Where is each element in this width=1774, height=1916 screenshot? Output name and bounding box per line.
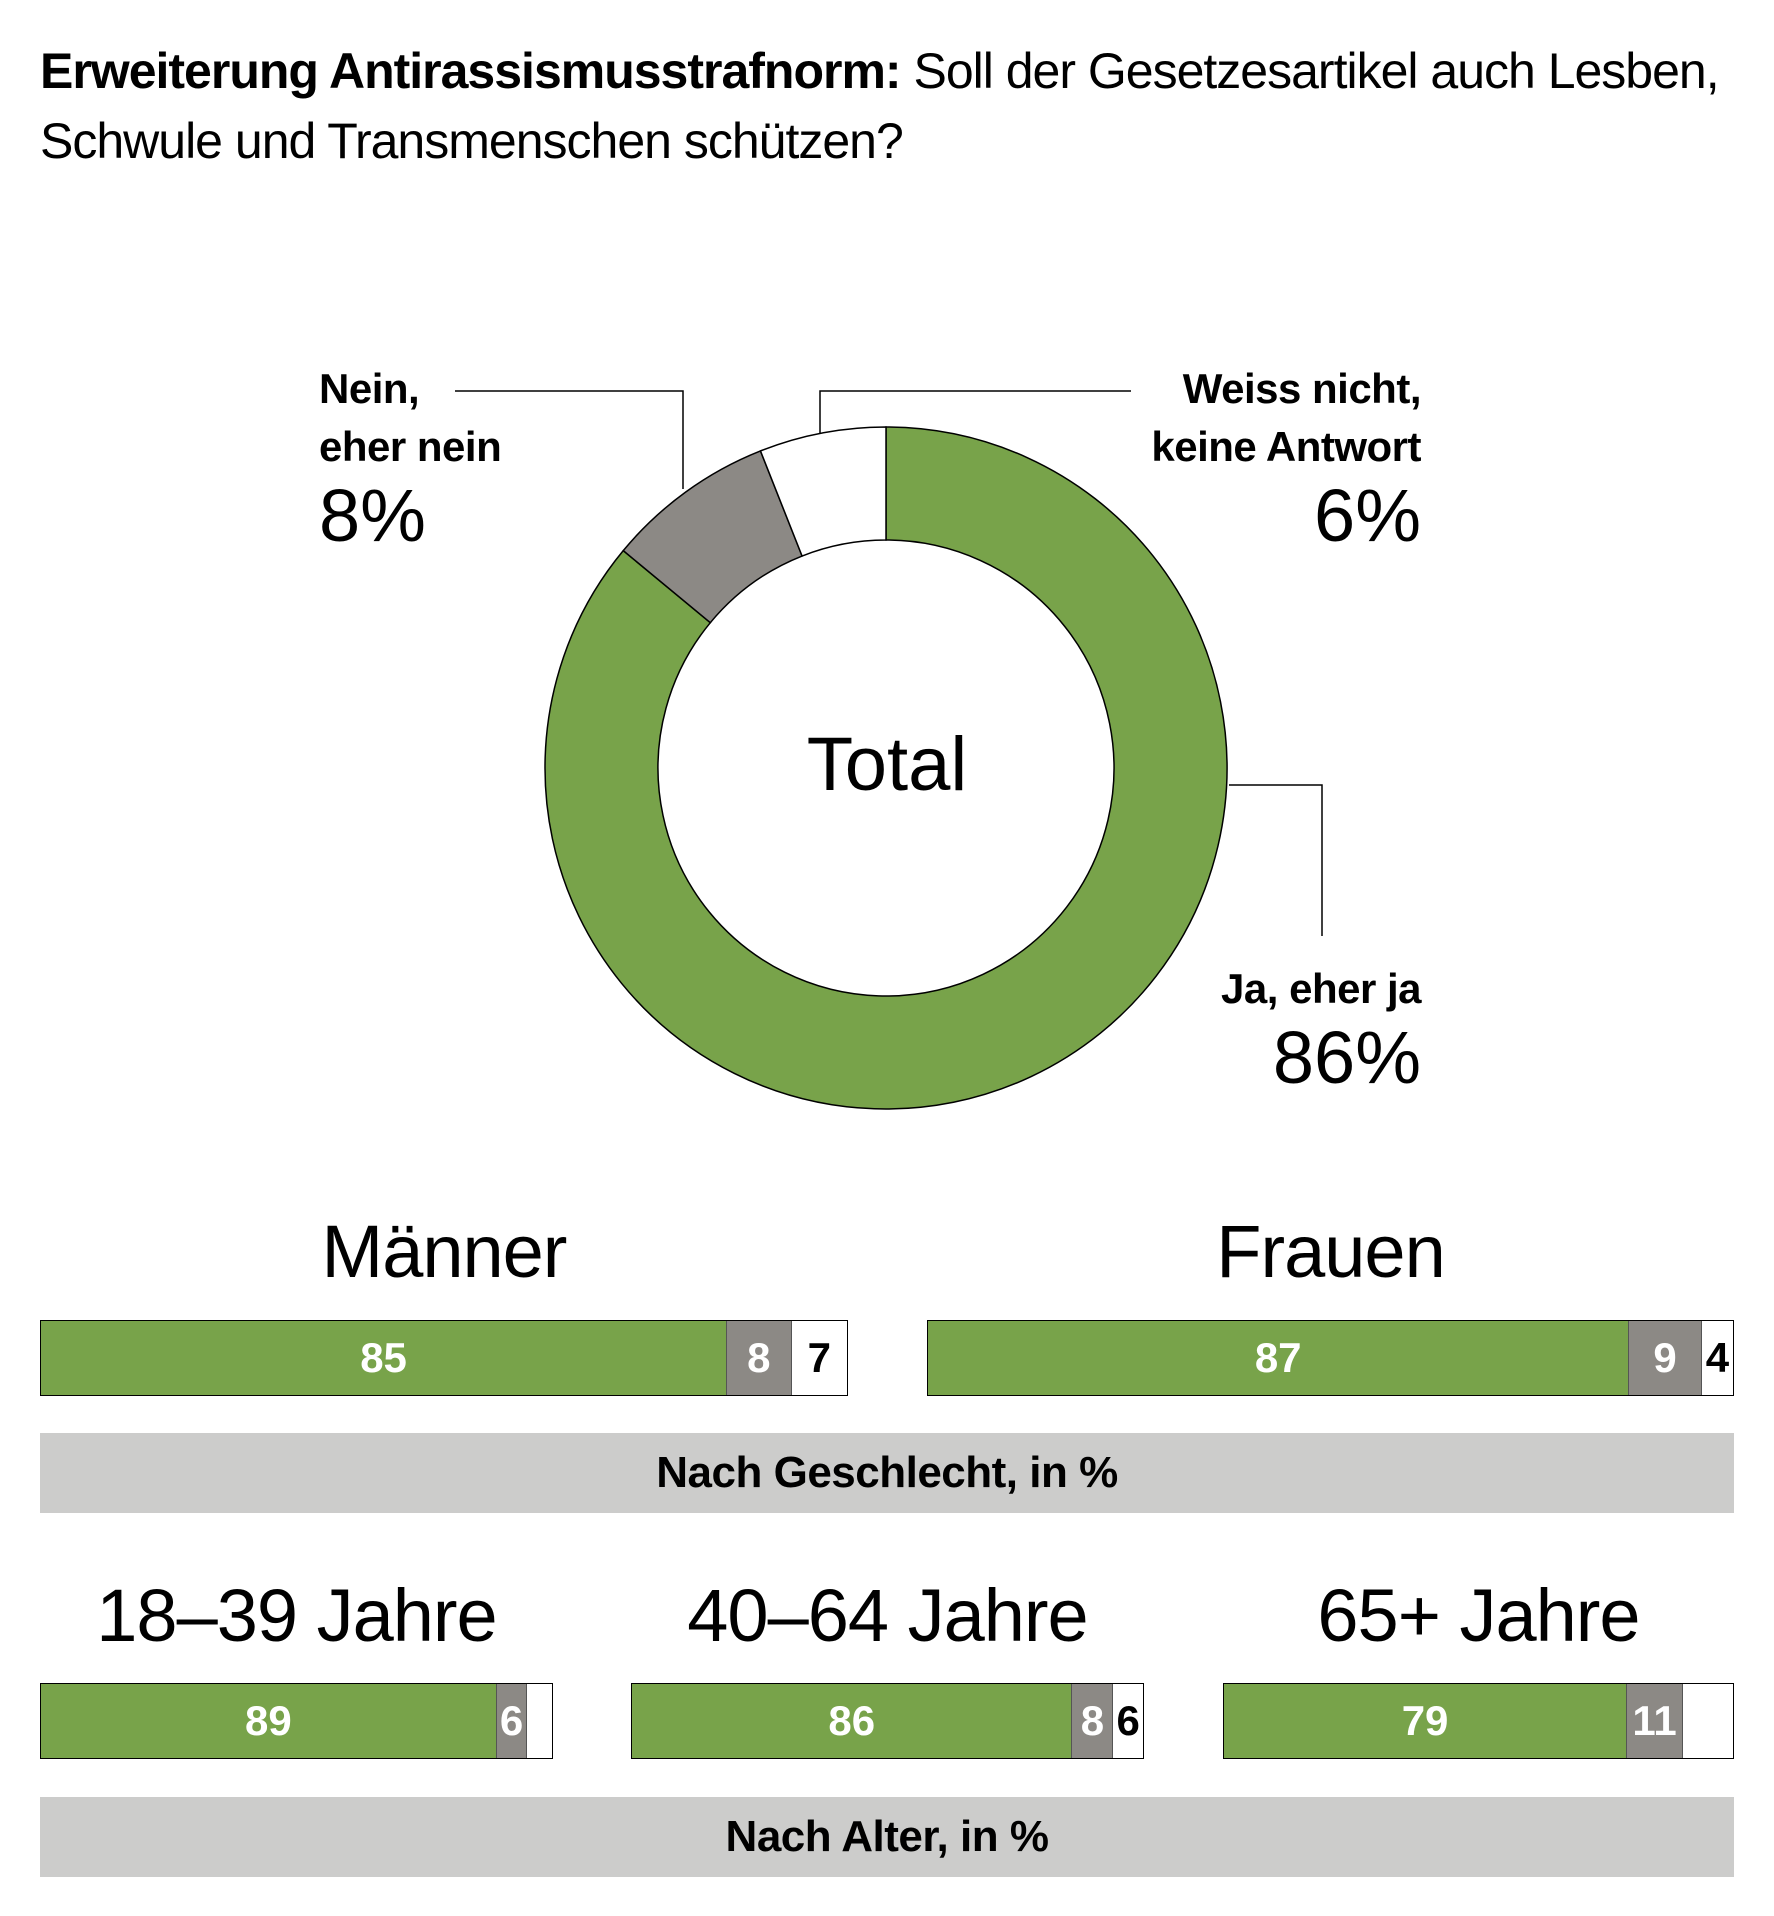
legend-no: Nein, eher nein 8% [319,360,502,557]
bar-segment-no: 8 [726,1321,791,1395]
group-title-maenner: Männer [321,1210,568,1293]
stacked-bar-maenner: 85 8 7 [40,1320,848,1396]
leader-line-dk [819,390,1131,434]
section-label-age: Nach Alter, in % [40,1797,1734,1877]
legend-no-line2: eher nein [319,423,502,470]
bar-segment-yes: 85 [41,1321,727,1395]
legend-dk: Weiss nicht, keine Antwort 6% [1021,360,1421,556]
bar-segment-yes: 79 [1224,1684,1627,1758]
section-label-gender: Nach Geschlecht, in % [40,1433,1734,1513]
bar-segment-dk: 7 [790,1321,847,1395]
stacked-bar-18-39: 89 6 [40,1683,553,1759]
group-title-65plus: 65+ Jahre [1317,1574,1640,1657]
chart-title: Erweiterung Antirassismusstrafnorm: Soll… [40,36,1740,176]
leader-line-no [455,390,684,489]
legend-yes-value: 86% [1272,1016,1421,1099]
bar-segment-no: 8 [1071,1684,1113,1758]
bar-segment-no: 11 [1626,1684,1683,1758]
bar-segment-dk [526,1684,552,1758]
donut-slice-dk [759,426,887,557]
stacked-bar-frauen: 87 9 4 [927,1320,1734,1396]
legend-dk-value: 6% [1314,474,1421,557]
legend-yes: Ja, eher ja 86% [1021,960,1421,1098]
legend-no-value: 8% [319,474,426,557]
bar-segment-no: 9 [1628,1321,1701,1395]
legend-dk-line2: keine Antwort [1151,423,1421,470]
stacked-bar-40-64: 86 8 6 [631,1683,1144,1759]
bar-segment-no: 6 [495,1684,527,1758]
bar-segment-dk: 6 [1112,1684,1143,1758]
bar-segment-yes: 89 [41,1684,496,1758]
group-title-frauen: Frauen [1216,1210,1445,1293]
group-title-18-39: 18–39 Jahre [96,1574,497,1657]
leader-line-yes [1229,784,1323,936]
donut-center-label: Total [806,722,968,807]
bar-segment-yes: 86 [632,1684,1072,1758]
legend-no-line1: Nein, [319,365,420,412]
legend-yes-line1: Ja, eher ja [1221,965,1421,1012]
stacked-bar-65plus: 79 11 [1223,1683,1734,1759]
bar-segment-yes: 87 [928,1321,1629,1395]
legend-dk-line1: Weiss nicht, [1182,365,1422,412]
bar-segment-dk [1682,1684,1733,1758]
chart-title-bold: Erweiterung Antirassismusstrafnorm: [40,43,902,99]
chart-title-question: Soll der Gesetzesartikel auch Lesben, Sc… [40,43,1720,169]
group-title-40-64: 40–64 Jahre [687,1574,1088,1657]
bar-segment-dk: 4 [1700,1321,1733,1395]
donut-slice-yes [544,426,1228,1110]
